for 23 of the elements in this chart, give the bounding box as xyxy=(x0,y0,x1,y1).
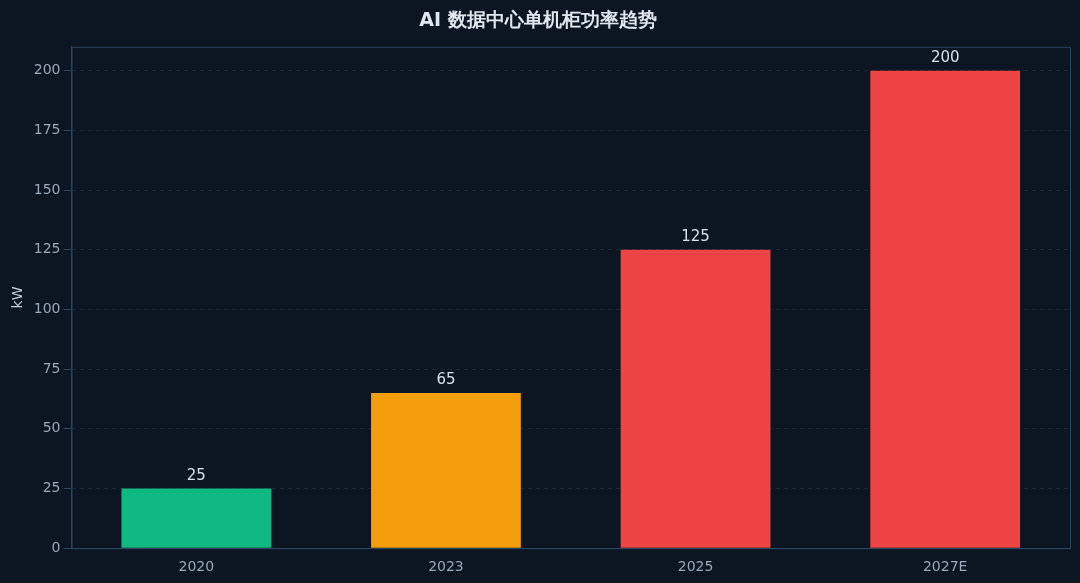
y-tick-label: 200 xyxy=(33,61,61,78)
x-tick-label: 2025 xyxy=(677,558,714,575)
bar xyxy=(371,393,521,548)
y-tick-label: 175 xyxy=(33,121,61,138)
bar xyxy=(121,488,272,548)
data-label: 125 xyxy=(681,227,710,246)
x-tick-label: 2023 xyxy=(428,558,464,575)
y-tick-label: 50 xyxy=(42,419,61,436)
y-axis-title: kW xyxy=(9,286,26,309)
y-tick-label: 150 xyxy=(33,180,61,197)
x-tick-label: 2020 xyxy=(178,558,215,575)
data-label: 25 xyxy=(186,465,206,484)
y-tick-label: 0 xyxy=(51,538,61,555)
data-label: 200 xyxy=(930,48,960,67)
y-tick-label: 100 xyxy=(33,300,61,317)
x-tick-label: 2027E xyxy=(922,558,968,575)
chart-title: AI 数据中心单机柜功率趋势 xyxy=(419,8,657,31)
y-tick-label: 25 xyxy=(42,479,61,496)
bar xyxy=(870,70,1021,548)
data-label: 65 xyxy=(436,370,456,389)
y-tick-label: 75 xyxy=(42,359,61,376)
y-tick-label: 125 xyxy=(33,240,61,257)
bar xyxy=(620,249,771,548)
